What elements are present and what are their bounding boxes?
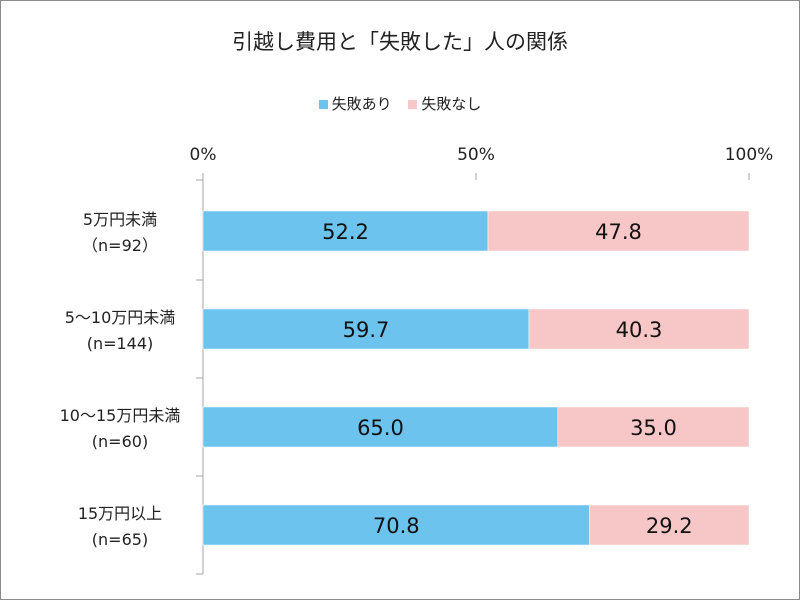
bar-segment-no-failure <box>557 406 750 448</box>
bar-value-failure: 65.0 <box>357 416 404 440</box>
legend-swatch-no-failure <box>408 100 418 109</box>
bar-segment-no-failure <box>528 308 750 350</box>
category-label: 5～10万円未満 <box>65 308 176 327</box>
legend-label-failure: 失敗あり <box>331 95 392 113</box>
bar-value-failure: 70.8 <box>373 514 420 538</box>
bar-segment-no-failure <box>487 210 750 252</box>
category-sample-size: (n=60) <box>92 432 148 451</box>
x-tick-label: 0% <box>190 145 217 165</box>
bar-value-no-failure: 35.0 <box>630 416 677 440</box>
category-sample-size: (n=144) <box>87 334 154 353</box>
bar-value-no-failure: 40.3 <box>616 318 663 342</box>
bar-segment-no-failure <box>589 504 750 546</box>
bar-segment-failure <box>202 406 559 448</box>
bar-segment-failure <box>202 504 590 546</box>
legend-item-no-failure: 失敗なし <box>408 93 481 114</box>
legend: 失敗あり 失敗なし <box>0 93 800 114</box>
category-sample-size: (n=65) <box>92 530 148 549</box>
bar-value-failure: 52.2 <box>322 220 369 244</box>
bar-segment-failure <box>202 308 530 350</box>
x-tick-label: 100% <box>725 145 774 165</box>
category-label: 15万円以上 <box>78 504 162 523</box>
bar-value-no-failure: 29.2 <box>646 514 693 538</box>
category-label: 5万円未満 <box>83 210 157 229</box>
legend-swatch-failure <box>318 100 328 109</box>
bar-segment-failure <box>202 210 489 252</box>
category-label: 10～15万円未満 <box>60 406 181 425</box>
bar-value-failure: 59.7 <box>343 318 390 342</box>
legend-item-failure: 失敗あり <box>318 93 392 114</box>
category-sample-size: （n=92） <box>82 236 158 255</box>
legend-label-no-failure: 失敗なし <box>421 95 482 113</box>
chart-title: 引越し費用と「失敗した」人の関係 <box>232 30 568 54</box>
x-tick-label: 50% <box>457 145 495 165</box>
bar-value-no-failure: 47.8 <box>595 220 642 244</box>
